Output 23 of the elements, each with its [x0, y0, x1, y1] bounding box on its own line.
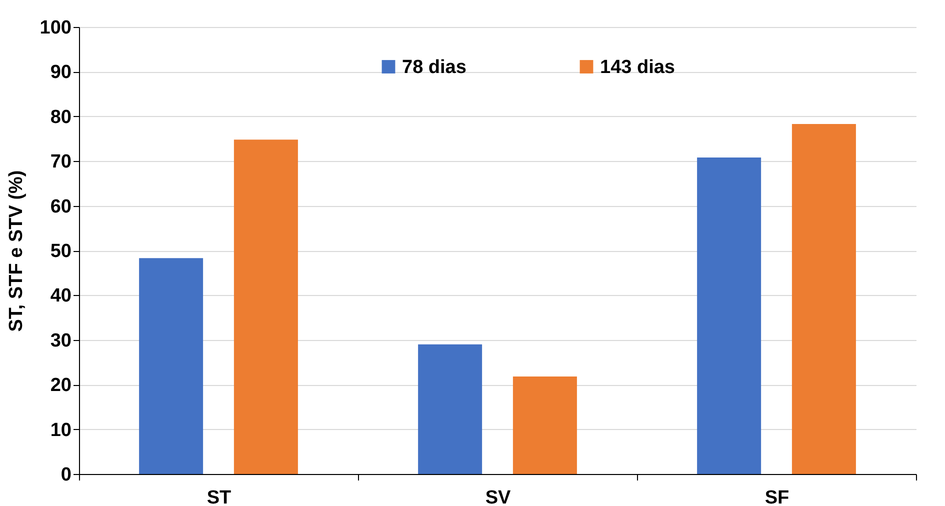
y-tick-label: 40: [50, 286, 72, 307]
x-tick-label: ST: [206, 488, 232, 506]
bar: [418, 344, 482, 474]
legend-label: 78 dias: [402, 56, 466, 78]
y-tick-label: 10: [50, 420, 72, 441]
legend-label: 143 dias: [600, 56, 675, 78]
y-tick-label: 80: [50, 106, 72, 128]
y-tick-label: 30: [50, 330, 72, 352]
y-tick-label: 90: [50, 62, 72, 84]
x-tick-label: SV: [485, 488, 511, 506]
y-tick-label: 100: [40, 18, 72, 38]
y-tick-label: 20: [50, 375, 72, 396]
y-tick-label: 60: [50, 196, 72, 218]
y-tick-label: 0: [60, 464, 72, 486]
x-tick-label: SF: [764, 488, 790, 506]
bar: [792, 124, 856, 474]
y-tick-label: 50: [50, 241, 72, 262]
y-axis-title: ST, STF e STV (%): [6, 170, 27, 332]
bar: [697, 158, 762, 474]
bar: [234, 140, 298, 474]
bar: [512, 376, 577, 474]
bar: [139, 258, 204, 474]
y-tick-label: 70: [50, 152, 72, 173]
